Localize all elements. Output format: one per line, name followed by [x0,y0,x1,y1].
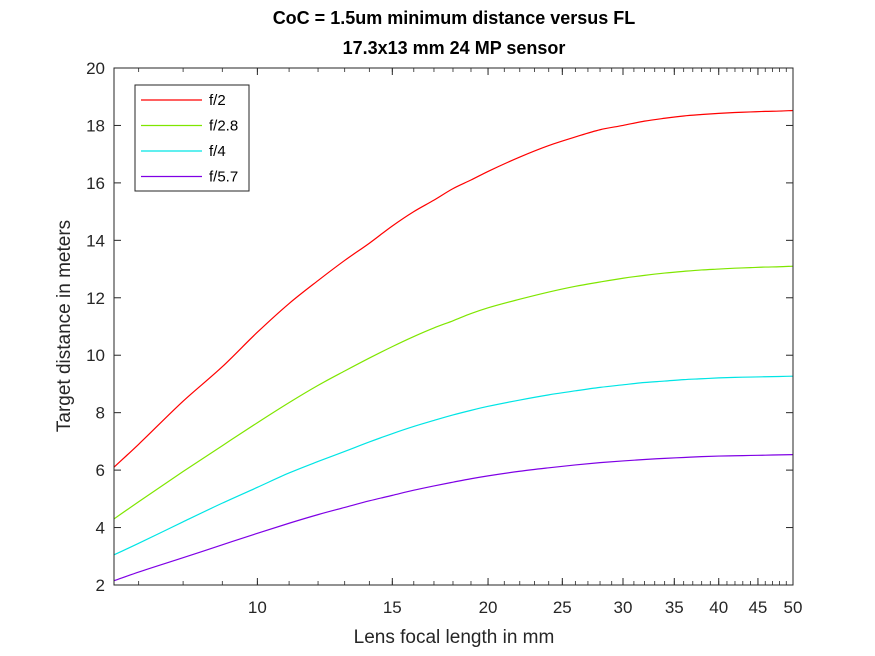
legend-label: f/5.7 [209,169,238,186]
legend: f/2 f/2.8 f/4 f/5.7 [134,84,250,192]
y-tick-label: 14 [86,231,105,250]
y-tick-label: 20 [86,59,105,78]
y-axis-label: Target distance in meters [54,220,75,432]
series-line-f-2 [113,109,794,468]
x-tick-label: 35 [665,598,684,617]
y-tick-label: 10 [86,346,105,365]
chart-title: CoC = 1.5um minimum distance versus FL [273,8,636,28]
series-line-f-4 [113,375,794,556]
x-tick-label: 50 [784,598,803,617]
y-tick-label: 18 [86,116,105,135]
chart-subtitle: 17.3x13 mm 24 MP sensor [343,38,566,58]
x-tick-label: 25 [553,598,572,617]
legend-box [134,84,250,192]
x-tick-label: 15 [383,598,402,617]
series-line-f-5-7 [113,454,794,582]
legend-label: f/4 [209,143,226,160]
legend-label: f/2 [209,92,226,109]
x-tick-label: 20 [479,598,498,617]
y-tick-label: 4 [96,519,105,538]
series-layer [113,109,794,582]
y-tick-label: 6 [96,461,105,480]
y-tick-label: 2 [96,576,105,595]
x-axis-label: Lens focal length in mm [354,627,555,648]
y-tick-label: 16 [86,174,105,193]
y-tick-label: 8 [96,404,105,423]
legend-label: f/2.8 [209,118,238,135]
y-tick-label: 12 [86,289,105,308]
x-tick-label: 30 [614,598,633,617]
series-line-f-2-8 [113,265,794,520]
x-tick-label: 45 [748,598,767,617]
x-tick-label: 10 [248,598,267,617]
axes-box [113,67,794,586]
x-tick-label: 40 [709,598,728,617]
axes-layer: 10 15 20 25 30 35 40 45 50 2 4 6 8 10 12 14 16 18 20 [86,59,802,617]
